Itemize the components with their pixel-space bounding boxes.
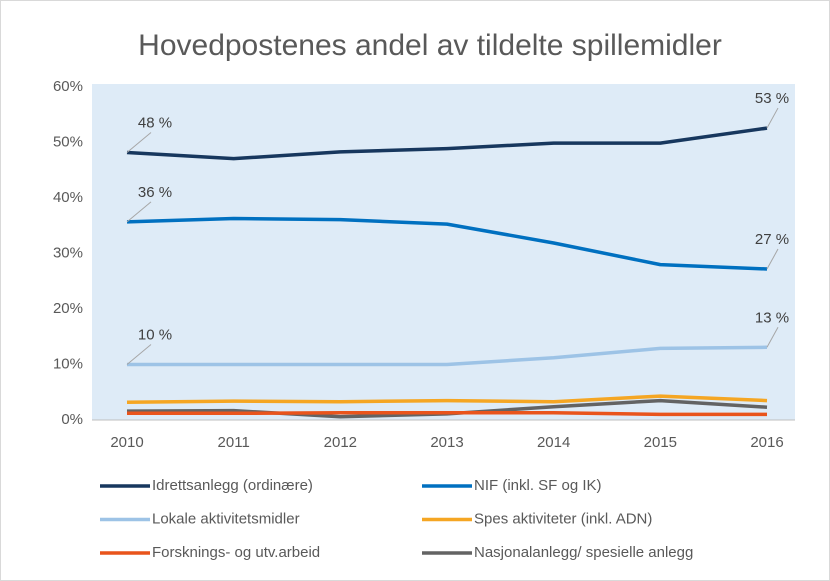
x-tick-label: 2015 bbox=[644, 434, 677, 451]
leader-line bbox=[126, 344, 152, 365]
legend-label: Idrettsanlegg (ordinære) bbox=[152, 477, 313, 494]
leader-line bbox=[126, 201, 152, 223]
data-label: 48 % bbox=[138, 114, 172, 131]
chart-title: Hovedpostenes andel av tildelte spillemi… bbox=[138, 29, 722, 62]
legend-label: Spes aktiviteter (inkl. ADN) bbox=[474, 510, 652, 527]
y-tick-label: 20% bbox=[53, 300, 83, 317]
data-label: 36 % bbox=[138, 184, 172, 201]
series-line bbox=[127, 411, 767, 417]
series-line bbox=[126, 126, 768, 161]
y-tick-label: 0% bbox=[61, 411, 83, 428]
data-label: 13 % bbox=[755, 309, 789, 326]
data-label: 10 % bbox=[138, 326, 172, 343]
leader-line bbox=[766, 327, 779, 348]
data-label: 27 % bbox=[755, 231, 789, 248]
x-tick-label: 2014 bbox=[537, 434, 570, 451]
legend-label: Forsknings- og utv.arbeid bbox=[152, 544, 320, 561]
series-line bbox=[126, 216, 768, 271]
data-label: 53 % bbox=[755, 90, 789, 107]
legend-label: NIF (inkl. SF og IK) bbox=[474, 477, 602, 494]
legend-label: Lokale aktivitetsmidler bbox=[152, 510, 300, 527]
leader-line bbox=[126, 132, 152, 153]
y-tick-label: 60% bbox=[53, 78, 83, 95]
series-line bbox=[126, 394, 768, 404]
x-tick-label: 2013 bbox=[430, 434, 463, 451]
y-tick-label: 30% bbox=[53, 244, 83, 261]
x-tick-label: 2010 bbox=[110, 434, 143, 451]
x-tick-label: 2011 bbox=[218, 434, 250, 451]
y-tick-label: 50% bbox=[53, 133, 83, 150]
leader-line bbox=[766, 248, 779, 270]
x-tick-label: 2012 bbox=[324, 434, 357, 451]
legend-label: Nasjonalanlegg/ spesielle anlegg bbox=[474, 544, 693, 561]
y-tick-label: 40% bbox=[53, 189, 83, 206]
series-line bbox=[127, 345, 768, 367]
y-tick-label: 10% bbox=[53, 355, 83, 372]
leader-line bbox=[766, 107, 779, 129]
x-tick-label: 2016 bbox=[750, 434, 783, 451]
plot-area bbox=[92, 84, 795, 420]
